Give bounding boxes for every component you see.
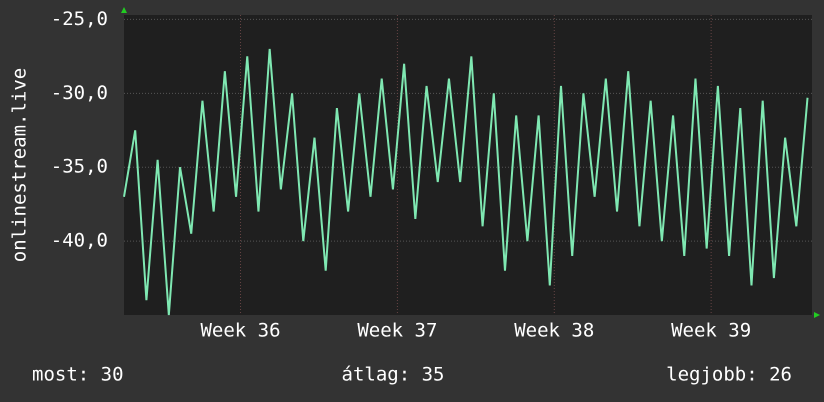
y-axis-label: onlinestream.live (9, 68, 31, 262)
stat-average: átlag: 35 (342, 364, 445, 386)
series-line (123, 48, 809, 316)
stat-current: most: 30 (32, 364, 124, 386)
x-tick-label: Week 38 (514, 320, 594, 342)
axis-arrow (814, 312, 820, 318)
x-tick-label: Week 36 (200, 320, 280, 342)
y-tick-label: -35,0 (51, 156, 108, 178)
y-tick-label: -30,0 (51, 82, 108, 104)
stat-best: legjobb: 26 (666, 364, 792, 386)
plot-area (124, 15, 812, 315)
x-tick-label: Week 37 (357, 320, 437, 342)
y-tick-label: -25,0 (51, 8, 108, 30)
x-tick-label: Week 39 (671, 320, 751, 342)
y-tick-label: -40,0 (51, 230, 108, 252)
axis-arrow (121, 7, 127, 13)
